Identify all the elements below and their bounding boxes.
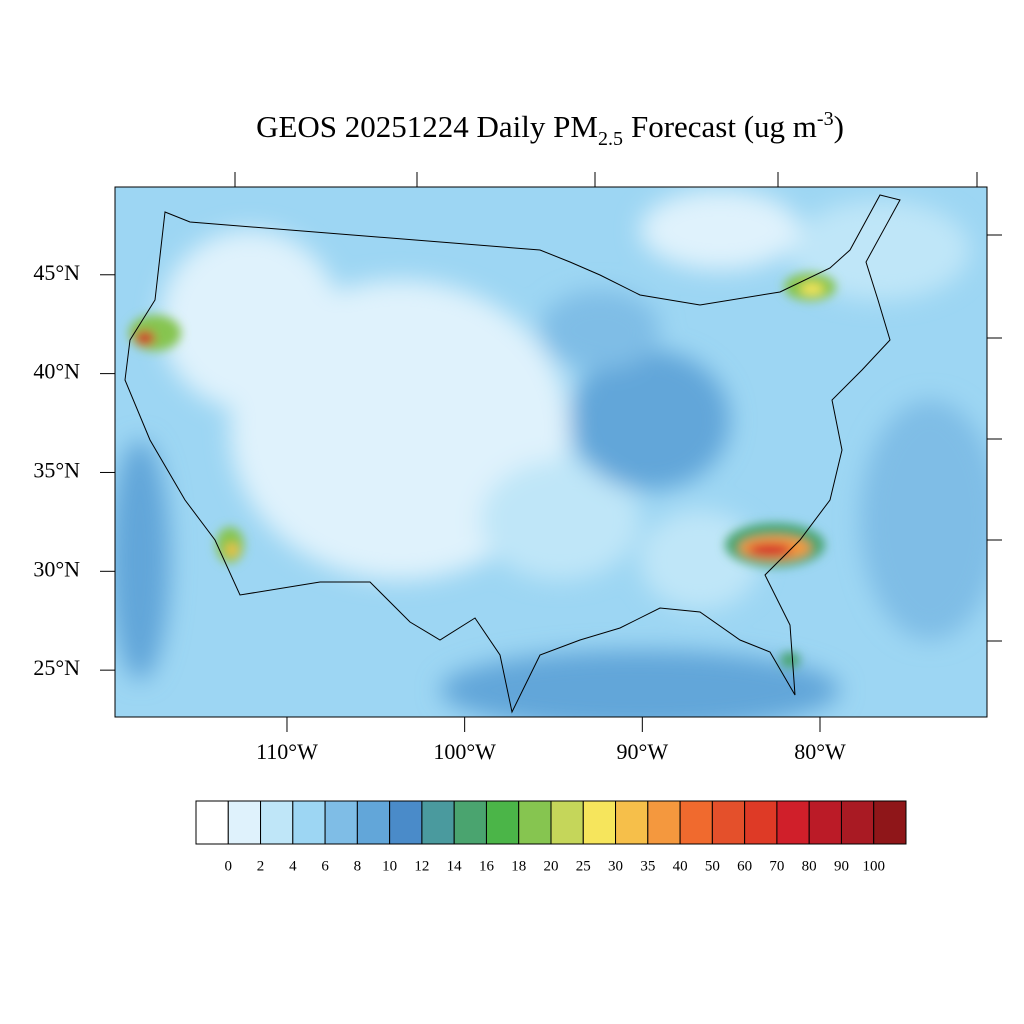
colorbar-label: 35 — [640, 858, 655, 874]
colorbar-box — [292, 800, 326, 845]
lat-tick-label: 30°N — [33, 556, 80, 581]
title-closing: ) — [834, 109, 844, 144]
colorbar-box — [195, 800, 229, 845]
colorbar-label: 50 — [705, 858, 720, 874]
colorbar-box — [744, 800, 778, 845]
colorbar-label: 100 — [862, 858, 885, 874]
colorbar-box — [840, 800, 875, 845]
colorbar-box — [776, 800, 810, 845]
lat-tick-label: 25°N — [33, 655, 80, 680]
lon-tick-label: 100°W — [433, 739, 496, 764]
lon-tick-label: 80°W — [794, 739, 846, 764]
colorbar-box — [453, 800, 487, 845]
colorbar-label: 6 — [321, 858, 329, 874]
colorbar-label: 60 — [737, 858, 752, 874]
colorbar-label: 40 — [673, 858, 688, 874]
lat-tick-label: 45°N — [33, 260, 80, 285]
colorbar-label: 4 — [289, 858, 297, 874]
colorbar-label: 10 — [382, 858, 397, 874]
lon-tick-label: 110°W — [256, 739, 318, 764]
colorbar-box — [518, 800, 552, 845]
colorbar-label: 12 — [414, 858, 429, 874]
colorbar-box — [711, 800, 746, 845]
colorbar-label: 70 — [769, 858, 784, 874]
colorbar-box — [260, 800, 294, 845]
title-superscript: -3 — [817, 108, 834, 130]
colorbar-box — [808, 800, 842, 845]
coastline — [124, 194, 901, 714]
colorbar-label: 8 — [354, 858, 362, 874]
concentration-field — [115, 190, 987, 717]
map-frame — [114, 186, 988, 718]
colorbar-label: 25 — [576, 858, 591, 874]
colorbar-box — [550, 800, 584, 845]
frame-ticks — [234, 172, 1002, 642]
colorbar-box — [421, 800, 455, 845]
colorbar-label: 16 — [479, 858, 495, 874]
lat-tick-label: 40°N — [33, 359, 80, 384]
colorbar-label: 30 — [608, 858, 623, 874]
title: GEOS 20251224 Daily PM2.5 Forecast (ug m-… — [256, 108, 844, 150]
colorbar-box — [582, 800, 617, 845]
colorbar-box — [227, 800, 262, 845]
colorbar-label: 80 — [802, 858, 817, 874]
colorbar-box — [485, 800, 520, 845]
colorbar-box — [324, 800, 358, 845]
colorbar-label: 14 — [447, 858, 463, 874]
colorbar-box — [389, 800, 423, 845]
colorbar-box — [679, 800, 713, 845]
colorbar-box — [647, 800, 681, 845]
colorbar-box — [615, 800, 649, 845]
colorbar-label: 2 — [257, 858, 265, 874]
lat-tick-label: 35°N — [33, 458, 80, 483]
title-text: GEOS 20251224 Daily PM — [256, 109, 598, 144]
title-subscript: 2.5 — [598, 128, 623, 150]
hotspots — [129, 273, 836, 668]
colorbar-label: 20 — [544, 858, 559, 874]
title-text-after: Forecast (ug m — [631, 109, 817, 144]
map-field — [115, 187, 987, 717]
colorbar-label: 0 — [225, 858, 233, 874]
colorbar-label: 90 — [834, 858, 849, 874]
colorbar-box — [356, 800, 391, 845]
colorbar-label: 18 — [511, 858, 526, 874]
lon-tick-label: 90°W — [617, 739, 669, 764]
colorbar-box — [873, 800, 907, 845]
